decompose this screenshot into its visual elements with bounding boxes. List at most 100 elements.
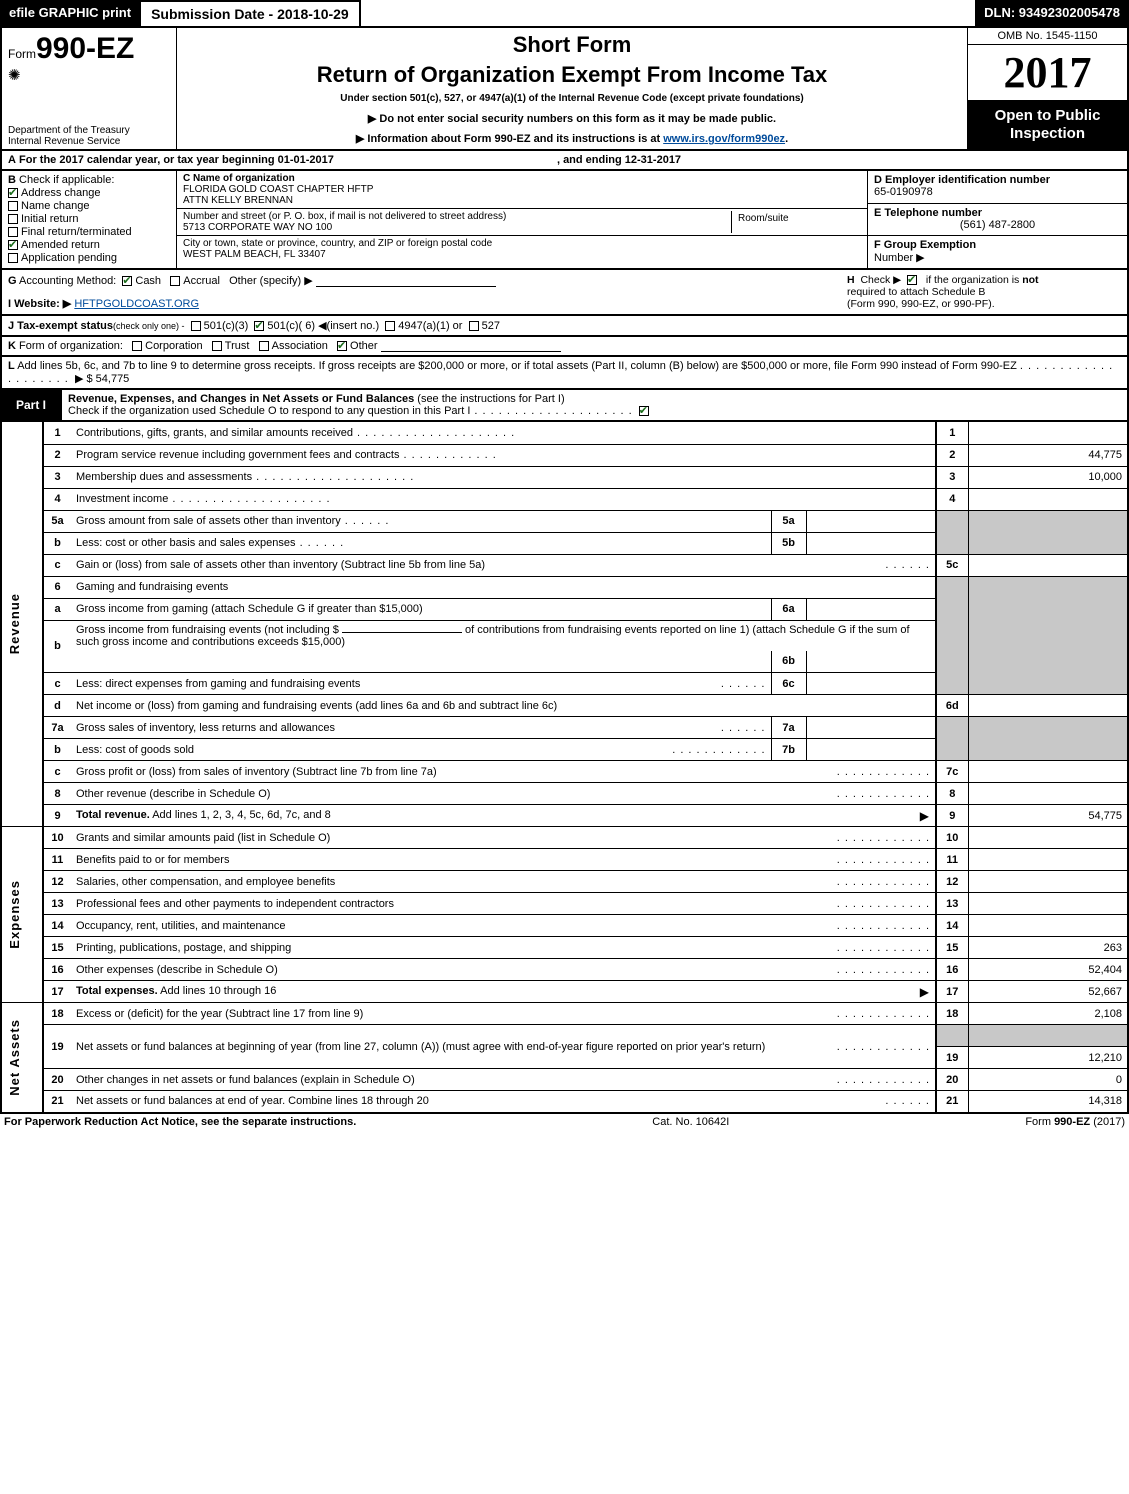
row-10: Expenses 10 Grants and similar amounts p…: [1, 827, 1128, 849]
chk-accrual[interactable]: [170, 276, 180, 286]
j-opt-0: 501(c)(3): [204, 320, 249, 332]
n-9: 9: [43, 805, 71, 827]
n-7a: 7a: [43, 717, 71, 739]
website-link[interactable]: HFTPGOLDCOAST.ORG: [74, 298, 199, 310]
part-1-title-wrap: Revenue, Expenses, and Changes in Net As…: [60, 390, 1127, 420]
n-17: 17: [43, 981, 71, 1003]
part-1-label: Part I: [2, 395, 60, 415]
chk-application-pending[interactable]: [8, 253, 18, 263]
n-7b: b: [43, 739, 71, 761]
chk-final-return[interactable]: [8, 227, 18, 237]
box-16: 16: [936, 959, 968, 981]
chk-address-change[interactable]: [8, 188, 18, 198]
t-5c: Gain or (loss) from sale of assets other…: [76, 559, 485, 571]
org-city: WEST PALM BEACH, FL 33407: [183, 249, 861, 260]
chk-schedule-o[interactable]: [639, 406, 649, 416]
n-8: 8: [43, 783, 71, 805]
h-text2: if the organization is: [926, 274, 1022, 286]
footer-right: Form 990-EZ (2017): [1025, 1116, 1125, 1128]
g-other-line[interactable]: [316, 286, 496, 287]
amt-9: 54,775: [968, 805, 1128, 827]
chk-amended-return[interactable]: [8, 240, 18, 250]
chk-4947[interactable]: [385, 321, 395, 331]
dots-6c: [721, 678, 766, 690]
omb-number: OMB No. 1545-1150: [968, 28, 1127, 45]
box-21: 21: [936, 1091, 968, 1113]
chk-501c3[interactable]: [191, 321, 201, 331]
box-10: 10: [936, 827, 968, 849]
t-6d: Net income or (loss) from gaming and fun…: [76, 700, 557, 712]
t-10: Grants and similar amounts paid (list in…: [76, 832, 330, 844]
form-small-label: Form: [8, 47, 36, 61]
t-12: Salaries, other compensation, and employ…: [76, 876, 335, 888]
t-5a: Gross amount from sale of assets other t…: [76, 515, 341, 527]
line-6b-blank[interactable]: [342, 632, 462, 633]
part-1-title: Revenue, Expenses, and Changes in Net As…: [68, 393, 414, 405]
irs-link[interactable]: www.irs.gov/form990ez: [663, 133, 785, 145]
dots-7c: [837, 766, 930, 778]
row-1: Revenue 1 Contributions, gifts, grants, …: [1, 422, 1128, 444]
chk-initial-return[interactable]: [8, 214, 18, 224]
section-def: D Employer identification number 65-0190…: [867, 171, 1127, 268]
box-17: 17: [936, 981, 968, 1003]
dots-15: [837, 942, 930, 954]
f-label2: Number ▶: [874, 252, 925, 264]
t-11: Benefits paid to or for members: [76, 854, 229, 866]
submission-date: Submission Date - 2018-10-29: [141, 0, 361, 26]
chk-schedule-b[interactable]: [907, 275, 917, 285]
part-1-subtitle: (see the instructions for Part I): [414, 393, 564, 405]
n-19: 19: [43, 1025, 71, 1069]
n-6d: d: [43, 695, 71, 717]
row-9: 9 Total revenue. Add lines 1, 2, 3, 4, 5…: [1, 805, 1128, 827]
box-15: 15: [936, 937, 968, 959]
sub-5a: 5a: [771, 510, 806, 532]
chk-527[interactable]: [469, 321, 479, 331]
t-15: Printing, publications, postage, and shi…: [76, 942, 291, 954]
n-6b: b: [43, 620, 71, 673]
form-page: efile GRAPHIC print Submission Date - 20…: [0, 0, 1129, 1130]
chk-other-org[interactable]: [337, 341, 347, 351]
row-6d: d Net income or (loss) from gaming and f…: [1, 695, 1128, 717]
open-line-2: Inspection: [972, 125, 1123, 143]
row-19a: 19 Net assets or fund balances at beginn…: [1, 1025, 1128, 1047]
d-label: D Employer identification number: [874, 174, 1121, 186]
subval-7a: [806, 717, 936, 739]
greyamt-19: [968, 1025, 1128, 1047]
dots-9: [920, 809, 930, 823]
c-city-label: City or town, state or province, country…: [183, 238, 861, 249]
n-18: 18: [43, 1003, 71, 1025]
footer-center: Cat. No. 10642I: [652, 1116, 729, 1128]
footer-year: (2017): [1090, 1116, 1125, 1128]
n-6: 6: [43, 576, 71, 598]
k-other-line[interactable]: [381, 351, 561, 352]
j-prefix: J Tax-exempt status: [8, 320, 113, 332]
amt-3: 10,000: [968, 466, 1128, 488]
line-a: A For the 2017 calendar year, or tax yea…: [0, 151, 1129, 171]
t-18: Excess or (deficit) for the year (Subtra…: [76, 1008, 363, 1020]
n-5c: c: [43, 554, 71, 576]
t-6: Gaming and fundraising events: [76, 581, 228, 593]
chk-trust[interactable]: [212, 341, 222, 351]
chk-501c[interactable]: [254, 321, 264, 331]
chk-corporation[interactable]: [132, 341, 142, 351]
l-prefix: L: [8, 360, 15, 372]
line-h: H Check ▶ if the organization is not req…: [841, 274, 1121, 310]
chk-association[interactable]: [259, 341, 269, 351]
dots-5b: [296, 537, 345, 549]
dept-treasury: Department of the Treasury: [8, 125, 170, 136]
chk-cash[interactable]: [122, 276, 132, 286]
chk-label-3: Final return/terminated: [21, 226, 132, 238]
form-title-block: Short Form Return of Organization Exempt…: [177, 28, 967, 149]
info-prefix: ▶ Information about Form 990-EZ and its …: [356, 133, 663, 145]
amt-19: 12,210: [968, 1047, 1128, 1069]
dots-4: [168, 493, 330, 505]
form-number-block: Form990-EZ ✺ Department of the Treasury …: [2, 28, 177, 149]
chk-name-change[interactable]: [8, 201, 18, 211]
sub-6b: 6b: [771, 651, 806, 673]
f-label: F Group Exemption: [874, 239, 976, 251]
a-ending: , and ending 12-31-2017: [557, 154, 681, 166]
dots-5a: [341, 515, 390, 527]
box-18: 18: [936, 1003, 968, 1025]
subval-5a: [806, 510, 936, 532]
g-prefix: G: [8, 275, 17, 287]
